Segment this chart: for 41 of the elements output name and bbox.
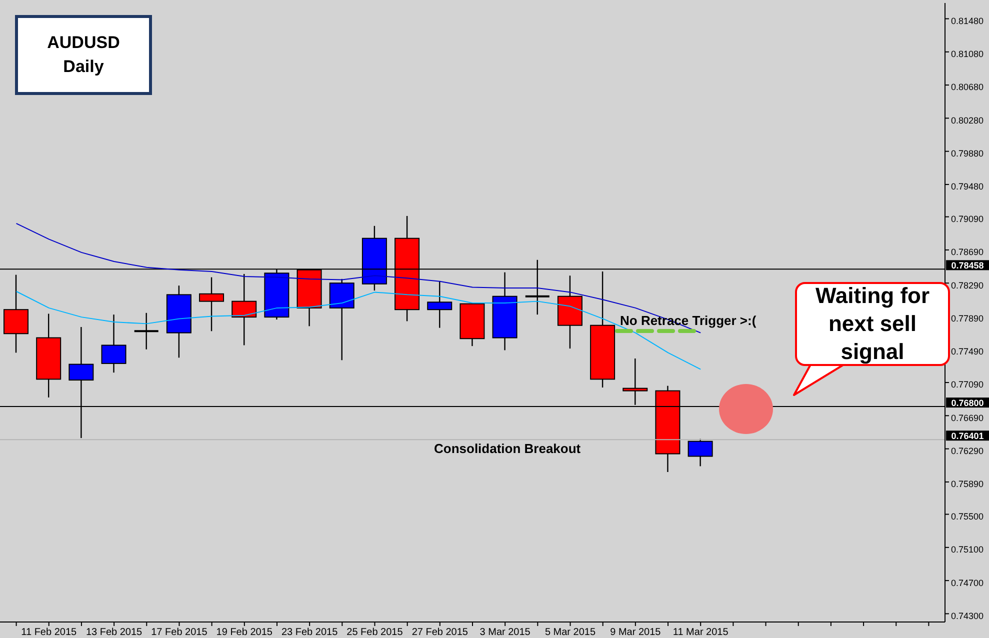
candlestick (133, 312, 160, 350)
y-tick-label: 0.80280 (951, 115, 984, 126)
annotation: Waiting for next sell signal (795, 282, 950, 366)
y-tick-label: 0.80680 (951, 82, 984, 92)
y-tick-label: 0.79480 (951, 182, 984, 192)
candlestick (199, 276, 224, 332)
candlestick (427, 280, 452, 328)
y-tick-label: 0.79090 (951, 214, 984, 224)
ref-line-label: 0.76800 (951, 398, 984, 408)
x-tick-label: 13 Feb 2015 (86, 627, 143, 638)
y-tick-label: 0.78290 (951, 280, 984, 290)
y-tick-label: 0.76290 (951, 446, 984, 456)
x-tick-label: 5 Mar 2015 (544, 627, 596, 638)
ref-line-label: 0.76401 (951, 431, 984, 442)
y-tick-label: 0.74700 (951, 578, 984, 588)
title-card: AUDUSD Daily (15, 15, 152, 95)
y-tick-label: 0.77490 (951, 346, 984, 357)
x-tick-label: 23 Feb 2015 (281, 627, 338, 638)
y-tick-label: 0.75890 (951, 479, 984, 490)
x-tick-label: 27 Feb 2015 (412, 627, 468, 638)
candlestick (101, 314, 126, 374)
y-tick-label: 0.78690 (951, 247, 984, 258)
y-tick-label: 0.77890 (951, 313, 984, 324)
x-tick-label: 19 Feb 2015 (216, 627, 273, 638)
annotation: Consolidation Breakout (434, 441, 581, 456)
y-tick-label: 0.81080 (951, 49, 984, 60)
x-tick-label: 25 Feb 2015 (346, 627, 404, 638)
x-tick-label: 17 Feb 2015 (151, 627, 208, 638)
y-tick-label: 0.74300 (951, 610, 984, 621)
y-tick-label: 0.76690 (951, 412, 984, 423)
x-tick-label: 3 Mar 2015 (480, 627, 531, 638)
ref-line-label: 0.78458 (951, 260, 984, 271)
x-tick-label: 9 Mar 2015 (610, 627, 662, 638)
x-tick-label: 11 Feb 2015 (21, 627, 78, 638)
y-tick-label: 0.79880 (951, 148, 984, 159)
y-tick-label: 0.75100 (951, 544, 984, 555)
y-tick-label: 0.81480 (951, 16, 984, 26)
y-tick-label: 0.75500 (951, 511, 984, 522)
x-tick-label: 11 Mar 2015 (672, 627, 729, 638)
candlestick (688, 438, 713, 467)
y-tick-label: 0.77090 (951, 380, 984, 390)
